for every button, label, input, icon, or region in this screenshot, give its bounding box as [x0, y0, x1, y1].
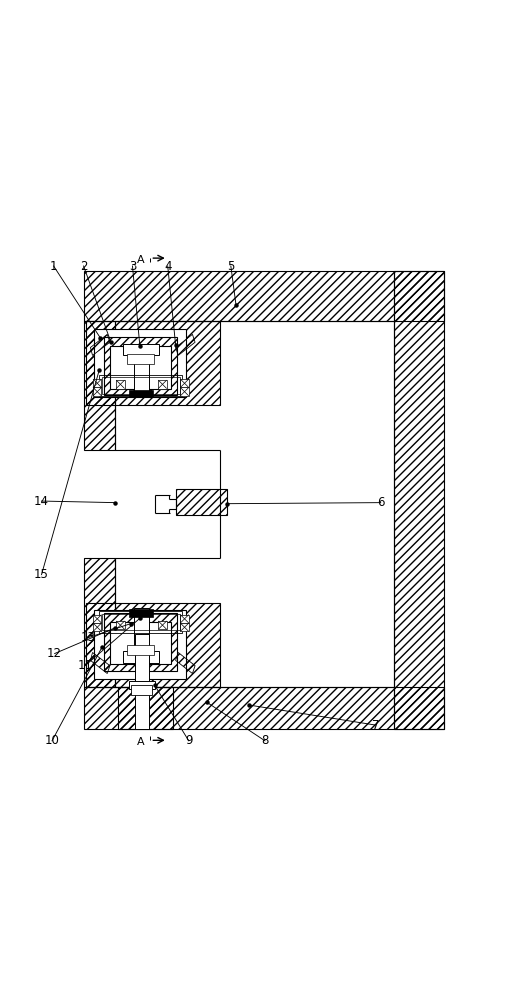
Bar — [129, 609, 153, 617]
Bar — [158, 621, 166, 629]
Bar — [116, 621, 125, 629]
Text: 12: 12 — [47, 647, 62, 660]
Bar — [134, 608, 149, 660]
Bar — [134, 346, 149, 397]
Bar — [102, 377, 180, 394]
Bar — [135, 634, 149, 729]
Text: 14: 14 — [34, 495, 49, 508]
Bar — [394, 271, 444, 729]
Bar — [110, 346, 171, 389]
Bar — [102, 614, 180, 630]
Bar — [158, 380, 166, 389]
Bar — [103, 613, 177, 671]
Bar — [123, 651, 159, 663]
Bar — [129, 681, 155, 689]
Bar — [84, 558, 115, 687]
Bar — [131, 685, 153, 695]
Text: 10: 10 — [45, 734, 59, 747]
Bar — [93, 615, 101, 623]
Text: 13: 13 — [81, 631, 95, 644]
Bar — [86, 603, 220, 687]
Bar — [175, 489, 227, 515]
Bar — [94, 610, 186, 679]
Bar — [129, 390, 153, 397]
Bar — [180, 615, 189, 623]
Bar — [127, 354, 154, 364]
Bar — [123, 344, 159, 355]
Text: 3: 3 — [129, 260, 136, 273]
Bar — [86, 321, 220, 405]
Bar — [94, 329, 186, 397]
Text: 7: 7 — [372, 719, 379, 732]
Text: 8: 8 — [261, 734, 269, 747]
Bar — [93, 623, 101, 631]
Text: 1: 1 — [50, 260, 57, 273]
Bar — [110, 622, 171, 664]
Bar — [127, 645, 154, 655]
Bar — [180, 623, 189, 631]
Bar — [93, 379, 101, 387]
Bar — [116, 380, 125, 389]
Text: 6: 6 — [377, 496, 384, 509]
Text: 2: 2 — [80, 260, 87, 273]
Bar — [84, 321, 115, 450]
Text: 5: 5 — [227, 260, 234, 273]
Bar — [99, 611, 182, 633]
Bar — [180, 387, 189, 396]
Text: A: A — [137, 737, 144, 747]
Text: A: A — [137, 255, 144, 265]
Bar — [99, 375, 182, 396]
Bar — [115, 321, 394, 687]
Bar — [84, 271, 444, 321]
Text: 9: 9 — [185, 734, 192, 747]
Bar — [118, 687, 173, 729]
Bar — [180, 379, 189, 387]
Text: 11: 11 — [78, 659, 93, 672]
Bar — [103, 337, 177, 395]
Text: 15: 15 — [34, 568, 49, 581]
Bar — [84, 687, 444, 729]
Text: 4: 4 — [164, 260, 172, 273]
Bar — [93, 387, 101, 396]
